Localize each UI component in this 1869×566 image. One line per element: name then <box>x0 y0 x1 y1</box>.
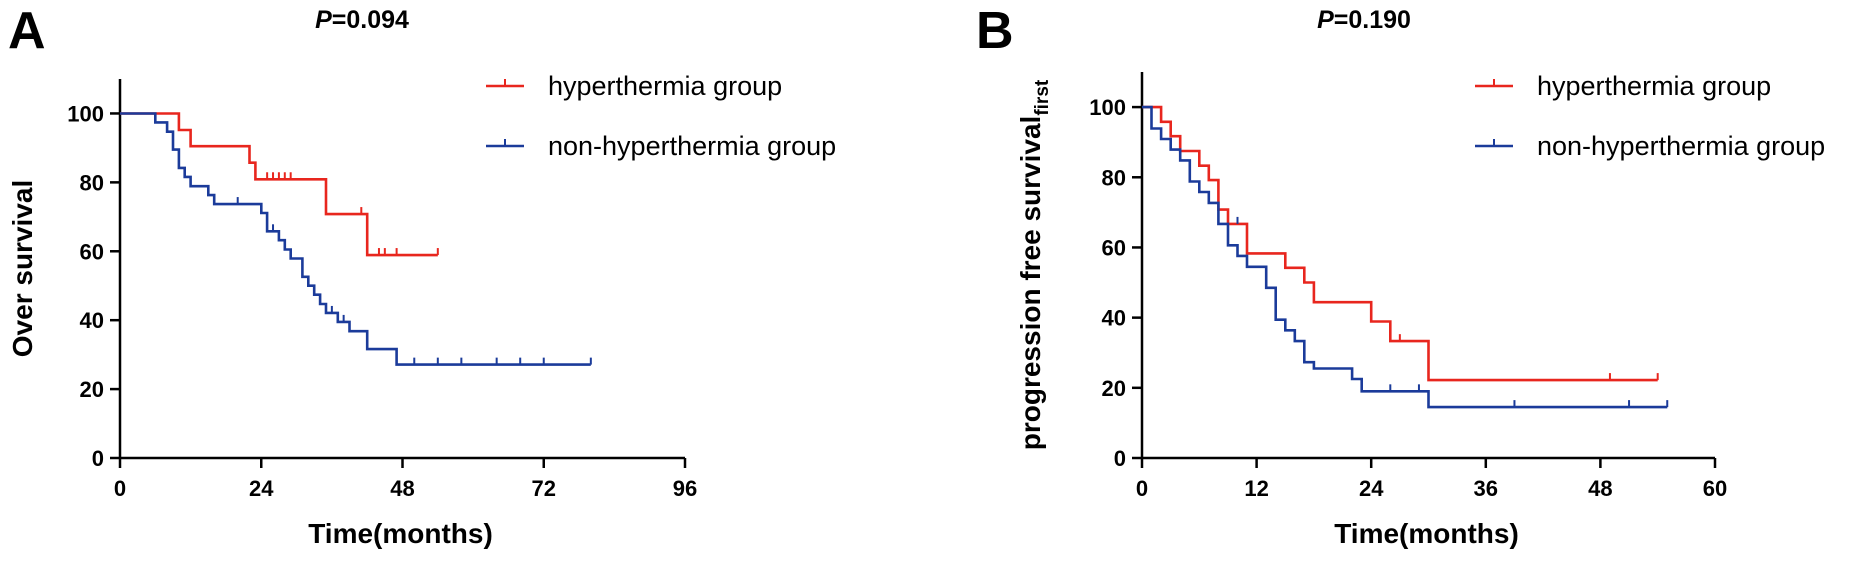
p-value-number: =0.190 <box>1334 6 1411 34</box>
y-tick-label: 0 <box>1114 446 1126 471</box>
x-tick-label: 12 <box>1244 476 1268 501</box>
x-tick-label: 24 <box>249 476 274 501</box>
y-axis-title-main: progression free survival <box>1015 116 1046 451</box>
panel-letter: A <box>8 2 46 60</box>
y-axis-title-subscript: first <box>1032 79 1053 116</box>
y-tick-label: 40 <box>1102 306 1126 331</box>
x-tick-label: 72 <box>532 476 556 501</box>
legend-item: non-hyperthermia group <box>486 131 836 161</box>
survival-curve <box>1142 105 1668 409</box>
y-axis-title-main: Over survival <box>7 180 38 357</box>
legend-label: hyperthermia group <box>548 71 782 101</box>
y-tick-label: 80 <box>80 170 104 195</box>
x-tick-label: 48 <box>1588 476 1612 501</box>
x-tick-label: 36 <box>1474 476 1498 501</box>
survival-curve <box>1142 105 1658 382</box>
y-axis-title: Over survival <box>7 180 38 357</box>
y-tick-label: 0 <box>92 446 104 471</box>
p-value: P=0.094 <box>315 6 409 34</box>
panel-letter: B <box>976 2 1014 60</box>
x-tick-label: 60 <box>1703 476 1727 501</box>
p-value-symbol: P <box>1317 6 1334 34</box>
x-tick-label: 0 <box>1136 476 1148 501</box>
legend-item: non-hyperthermia group <box>1475 131 1825 161</box>
y-tick-label: 40 <box>80 308 104 333</box>
y-tick-label: 60 <box>80 239 104 264</box>
p-value: P=0.190 <box>1317 6 1411 34</box>
x-axis-title: Time(months) <box>1334 518 1519 549</box>
x-tick-label: 0 <box>114 476 126 501</box>
legend-label: non-hyperthermia group <box>1537 131 1825 161</box>
y-tick-label: 100 <box>67 101 104 126</box>
x-tick-label: 24 <box>1359 476 1384 501</box>
series-non-hyperthermia <box>120 112 592 366</box>
survival-curve <box>120 112 438 257</box>
p-value-symbol: P <box>315 6 332 34</box>
y-tick-label: 100 <box>1089 95 1126 120</box>
series-hyperthermia <box>120 112 439 257</box>
y-tick-label: 20 <box>80 377 104 402</box>
legend-item: hyperthermia group <box>1475 71 1771 101</box>
survival-curve <box>120 112 591 366</box>
chart-panel-b: B P=0.190 0 12 24 36 48 60 0 20 40 60 80 100 Time(mont… <box>976 2 1825 549</box>
x-tick-label: 96 <box>673 476 697 501</box>
y-axis-title: progression free survivalfirst <box>1015 79 1053 450</box>
x-tick-label: 48 <box>390 476 414 501</box>
legend-label: non-hyperthermia group <box>548 131 836 161</box>
legend-label: hyperthermia group <box>1537 71 1771 101</box>
y-tick-label: 20 <box>1102 376 1126 401</box>
p-value-number: =0.094 <box>332 6 409 34</box>
chart-panel-a: A P=0.094 0 24 48 72 96 0 20 40 60 80 100 Time(months… <box>7 2 836 549</box>
y-tick-label: 80 <box>1102 165 1126 190</box>
y-tick-label: 60 <box>1102 235 1126 260</box>
series-non-hyperthermia <box>1142 105 1669 409</box>
legend-item: hyperthermia group <box>486 71 782 101</box>
x-axis-title: Time(months) <box>308 518 493 549</box>
